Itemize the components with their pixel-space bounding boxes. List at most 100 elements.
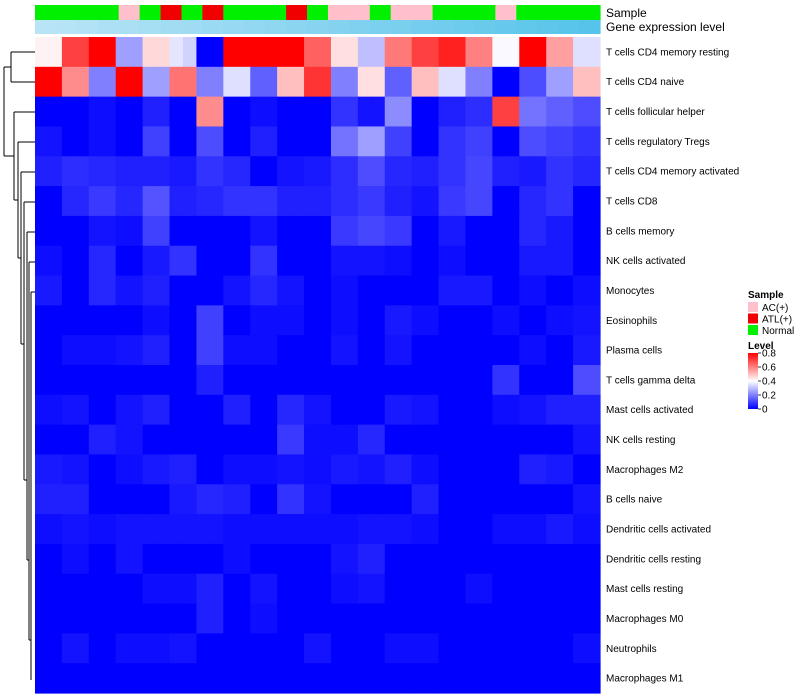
gene-expression-track-cell bbox=[390, 20, 413, 34]
heatmap-cell bbox=[586, 454, 601, 485]
heatmap-cell bbox=[88, 663, 103, 694]
heatmap-cell bbox=[438, 454, 453, 485]
heatmap-cell bbox=[532, 633, 547, 664]
heatmap-cell bbox=[129, 484, 144, 515]
heatmap-cell bbox=[223, 573, 238, 605]
heatmap-cell bbox=[277, 126, 292, 157]
heatmap-cell bbox=[425, 96, 440, 128]
heatmap-cell bbox=[425, 305, 440, 336]
heatmap-cell bbox=[102, 37, 117, 68]
heatmap-cell bbox=[411, 454, 426, 485]
heatmap-cell bbox=[35, 633, 50, 664]
sample-track-cell bbox=[223, 5, 245, 20]
heatmap-cell bbox=[398, 186, 413, 217]
heatmap-cell bbox=[156, 126, 171, 157]
heatmap-cell bbox=[344, 543, 359, 575]
heatmap-cell bbox=[411, 633, 426, 664]
heatmap-cell bbox=[317, 126, 332, 157]
gene-expression-track-cell bbox=[369, 20, 392, 34]
heatmap-cell bbox=[236, 633, 251, 664]
heatmap-cell bbox=[344, 454, 359, 485]
heatmap-cell bbox=[223, 245, 238, 277]
heatmap-cell bbox=[223, 514, 238, 545]
heatmap-cell bbox=[532, 335, 547, 366]
heatmap-cell bbox=[142, 365, 157, 396]
heatmap-cell bbox=[250, 186, 265, 217]
heatmap-cell bbox=[115, 424, 130, 456]
sample-track-cell bbox=[327, 5, 350, 20]
heatmap-cell bbox=[411, 424, 426, 456]
heatmap-cell bbox=[384, 543, 399, 575]
heatmap-cell bbox=[398, 484, 413, 515]
heatmap-cell bbox=[304, 514, 319, 545]
heatmap-cell bbox=[35, 245, 50, 277]
heatmap-cell bbox=[384, 454, 399, 485]
heatmap-cell bbox=[438, 365, 453, 396]
heatmap-cell bbox=[129, 543, 144, 575]
heatmap-cell bbox=[142, 215, 157, 247]
heatmap-cell bbox=[35, 603, 50, 634]
heatmap-cell bbox=[263, 603, 278, 634]
heatmap-cell bbox=[277, 603, 292, 634]
heatmap-cell bbox=[102, 543, 117, 575]
heatmap-cell bbox=[330, 126, 346, 157]
heatmap-cell bbox=[411, 365, 426, 396]
heatmap-cell bbox=[142, 245, 157, 277]
heatmap-cell bbox=[519, 424, 534, 456]
gene-expression-track-cell bbox=[286, 20, 308, 34]
heatmap-cell bbox=[532, 96, 547, 128]
heatmap-cell bbox=[61, 424, 76, 456]
heatmap-cell bbox=[196, 633, 211, 664]
heatmap-cell bbox=[586, 424, 601, 456]
heatmap-cell bbox=[425, 245, 440, 277]
heatmap-cell bbox=[209, 573, 224, 605]
heatmap-cell bbox=[546, 96, 561, 128]
heatmap-cell bbox=[102, 514, 117, 545]
heatmap-cell bbox=[586, 573, 601, 605]
heatmap-cell bbox=[115, 663, 130, 694]
heatmap-cell bbox=[465, 394, 480, 426]
gene-expression-track-cell bbox=[265, 20, 287, 34]
heatmap-cell bbox=[411, 215, 426, 247]
row-label: NK cells resting bbox=[606, 435, 675, 446]
heatmap-cell bbox=[277, 66, 292, 98]
heatmap-cell bbox=[61, 37, 76, 68]
heatmap-cell bbox=[250, 663, 265, 694]
heatmap-cell bbox=[586, 245, 601, 277]
heatmap-cell bbox=[371, 245, 386, 277]
heatmap-cell bbox=[236, 543, 251, 575]
heatmap-cell bbox=[573, 543, 588, 575]
heatmap-cell bbox=[330, 37, 346, 68]
heatmap-cell bbox=[317, 186, 332, 217]
legend-label: Normal bbox=[762, 326, 794, 337]
heatmap-cell bbox=[209, 245, 224, 277]
heatmap-cell bbox=[209, 126, 224, 157]
heatmap-cell bbox=[357, 245, 372, 277]
heatmap-cell bbox=[223, 484, 238, 515]
heatmap-cell bbox=[317, 484, 332, 515]
heatmap-cell bbox=[236, 305, 251, 336]
heatmap-cell bbox=[102, 275, 117, 306]
heatmap-cell bbox=[384, 663, 399, 694]
heatmap-cell bbox=[156, 245, 171, 277]
heatmap-cell bbox=[102, 215, 117, 247]
heatmap-cell bbox=[142, 454, 157, 485]
heatmap-cell bbox=[425, 335, 440, 366]
heatmap-cell bbox=[519, 454, 534, 485]
heatmap-cell bbox=[492, 365, 507, 396]
heatmap-cell bbox=[452, 215, 467, 247]
heatmap-cell bbox=[586, 305, 601, 336]
heatmap-cell bbox=[75, 454, 90, 485]
heatmap-cell bbox=[142, 37, 157, 68]
heatmap-cell bbox=[156, 454, 171, 485]
heatmap-cell bbox=[425, 484, 440, 515]
heatmap-cell bbox=[371, 424, 386, 456]
heatmap-cell bbox=[88, 514, 103, 545]
heatmap-cell bbox=[344, 66, 359, 98]
heatmap-cell bbox=[384, 394, 399, 426]
heatmap-cell bbox=[169, 335, 184, 366]
heatmap-cell bbox=[277, 96, 292, 128]
heatmap-cell bbox=[236, 96, 251, 128]
heatmap-cell bbox=[263, 245, 278, 277]
heatmap-cell bbox=[75, 126, 90, 157]
